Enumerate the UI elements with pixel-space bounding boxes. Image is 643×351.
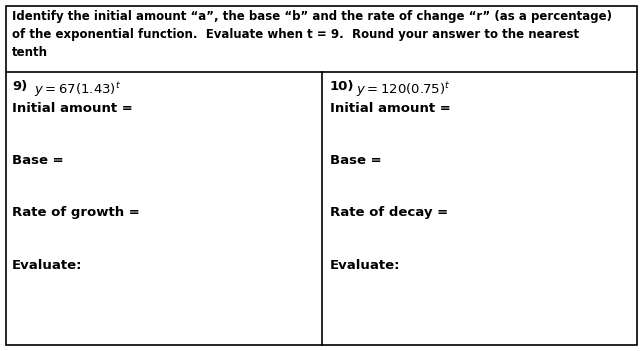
Text: 9): 9)	[12, 80, 27, 93]
Text: Base =: Base =	[329, 154, 381, 167]
Text: Initial amount =: Initial amount =	[329, 102, 450, 115]
Text: $y = 120(0.75)^t$: $y = 120(0.75)^t$	[356, 80, 451, 99]
Text: Rate of decay =: Rate of decay =	[329, 206, 448, 219]
Text: $y = 67(1.43)^t$: $y = 67(1.43)^t$	[34, 80, 121, 99]
Text: Identify the initial amount “a”, the base “b” and the rate of change “r” (as a p: Identify the initial amount “a”, the bas…	[12, 10, 612, 23]
Text: Evaluate:: Evaluate:	[12, 259, 82, 272]
Text: tenth: tenth	[12, 46, 48, 59]
Text: Evaluate:: Evaluate:	[329, 259, 400, 272]
Text: of the exponential function.  Evaluate when t = 9.  Round your answer to the nea: of the exponential function. Evaluate wh…	[12, 28, 579, 41]
Text: Base =: Base =	[12, 154, 64, 167]
Text: Rate of growth =: Rate of growth =	[12, 206, 140, 219]
Text: Initial amount =: Initial amount =	[12, 102, 132, 115]
Text: 10): 10)	[329, 80, 354, 93]
